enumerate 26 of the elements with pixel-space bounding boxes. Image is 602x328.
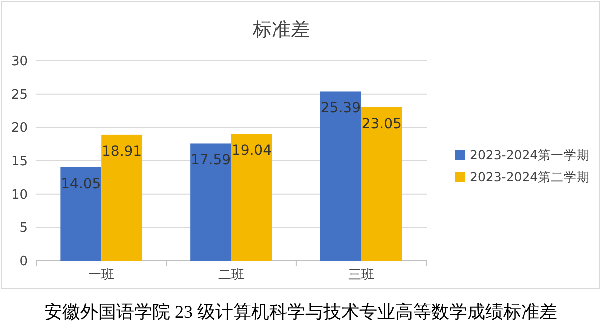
y-tick-label: 10 [11,188,28,203]
chart-title: 标准差 [252,19,310,41]
bar [102,134,143,261]
bar [232,134,272,261]
y-tick-label: 20 [11,121,28,136]
y-tick-label: 30 [11,54,28,70]
bar [190,144,232,261]
x-tick-label: 一班 [88,268,115,283]
data-label: 19.04 [232,143,272,160]
y-tick-label: 0 [20,254,28,270]
y-tick-label: 5 [20,221,28,236]
x-tick-label: 二班 [218,268,244,283]
data-label: 25.39 [320,100,361,117]
data-label: 14.05 [61,176,102,192]
bar [60,167,102,261]
y-tick-label: 15 [11,154,28,170]
text: 安徽外国语学院 23 级计算机科学与技术专业高等数学成绩标准差 [44,302,558,322]
legend-label: 2023-2024第二学期 [470,169,590,184]
data-label: 23.05 [362,116,402,132]
x-tick-label: 三班 [348,268,374,283]
legend-label: 2023-2024第一学期 [470,147,590,162]
data-label: 18.91 [102,144,142,160]
data-label: 17.59 [190,152,232,169]
bar [361,107,402,261]
bar [320,92,362,261]
y-tick-label: 25 [11,88,28,103]
